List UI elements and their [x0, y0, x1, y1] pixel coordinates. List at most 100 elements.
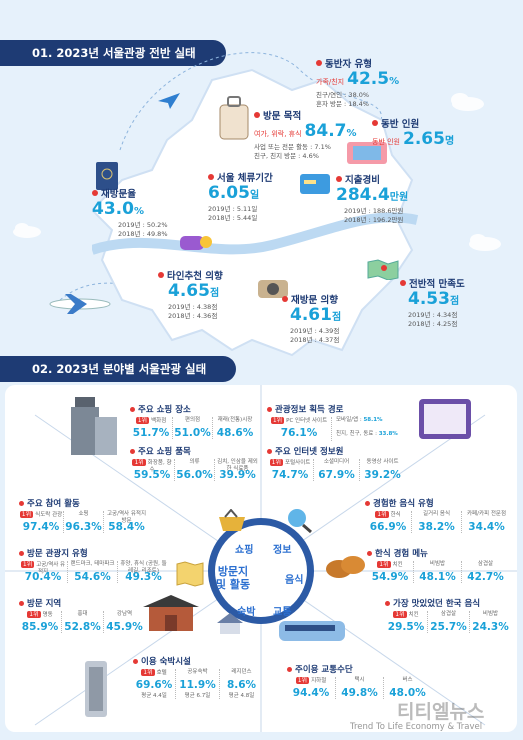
revisit-intent-label: 재방문 의향 [291, 295, 339, 306]
spending-line2: 2018년 : 196.2만원 [344, 216, 404, 224]
transport-item: 1위 지하철 94.4% [292, 677, 330, 699]
house-icon [217, 613, 243, 634]
section2-title: 02. 2023년 분야별 서울관광 실태 [0, 356, 237, 382]
revisit-intent-value: 4.61점 [290, 305, 342, 325]
korean-menu-group: 한식 경험 메뉴 1위 치킨 54.9% 비빔밥 48.1% 삼겹살 42.7% [367, 547, 511, 583]
satisfaction-label: 전반적 만족도 [409, 279, 465, 290]
info-source-item: 1위 PC 인터넷 사이트 76.1% [270, 417, 328, 439]
shop-items-item: 의류 56.0% [174, 459, 214, 481]
satisfaction-value: 4.53점 [408, 289, 460, 309]
food-type-group: 경험한 음식 유형 1위 한식 66.9% 길거리 음식 38.2% 카페/카피 전문… [365, 497, 513, 533]
department-store-icon [71, 397, 117, 455]
hub-shopping-label: 쇼핑 [235, 545, 254, 556]
palace-icon [143, 595, 199, 631]
best-food-item: 삼겹살 25.7% [427, 611, 469, 633]
visit-purpose-block: 방문 목적 여가, 위락, 휴식 84.7% 사업 또는 전문 활동 : 7.1… [254, 108, 357, 161]
seoul-map [92, 68, 419, 357]
revisit-intent-line1: 2019년 : 4.39점 [290, 327, 340, 335]
activities-label: 주요 참여 활동 [27, 499, 80, 509]
companions-label: 동반 인원 [381, 119, 420, 130]
map-icon [367, 259, 399, 280]
companion-type-value: 42.5% [347, 69, 400, 89]
areas-group: 방문 지역 1위 명동 85.9% 홍대 52.8% 강남역 45.9% [19, 597, 149, 633]
shop-items-item: 김치, 인삼을 제외한 식료품 39.9% [214, 459, 260, 481]
transport-label: 주이용 교통수단 [295, 665, 353, 675]
recommend-line2: 2018년 : 4.36점 [168, 312, 218, 320]
best-food-group: 가장 맛있었던 한국 음식 1위 치킨 29.5% 삼겹살 25.7% 비빔밥 24.3… [385, 597, 513, 633]
companion-type-highlight: 가족/친지 [316, 78, 345, 86]
paper-plane-icon [158, 93, 180, 109]
camera-icon [258, 280, 288, 298]
satisfaction-line1: 2019년 : 4.34점 [408, 311, 458, 319]
lodging-item: 레지던스 8.6% 평균 4.8일 [219, 669, 263, 699]
category-hub [208, 518, 314, 624]
info-source-item: 모바일/앱 : 58.1% 친지, 친구, 동료 : 33.8% [331, 417, 415, 441]
section1-title: 01. 2023년 서울관광 전반 실태 [0, 40, 226, 66]
site-type-item: 휴양, 휴식 (공원, 둘레길, 리조트) 49.3% [117, 561, 169, 583]
shop-place-group: 주요 쇼핑 장소 1위 백화점 51.7% 편의점 51.0% 재래(전통)시장 48.… [130, 403, 257, 439]
site-type-label: 방문 관광지 유형 [27, 549, 88, 559]
revisit-rate-line1: 2019년 : 50.2% [118, 221, 168, 229]
activities-group: 주요 참여 활동 1위 식도락 관광 97.4% 쇼핑 96.3% 고궁/역사 유적지… [19, 497, 149, 533]
cloud-icon [13, 93, 501, 251]
areas-item: 홍대 52.8% [61, 611, 103, 633]
shop-items-item: 1위 화장품, 향수 59.5% [132, 459, 172, 481]
food-type-label: 경험한 음식 유형 [373, 499, 434, 509]
best-food-item: 1위 치킨 29.5% [387, 611, 425, 633]
subway-train-icon [279, 621, 345, 641]
companion-type-line1: 친구/연인 : 38.0% [316, 91, 370, 99]
hub-lodging-label: 숙박 [237, 607, 256, 618]
shop-items-group: 주요 쇼핑 품목 1위 화장품, 향수 59.5% 의류 56.0% 김치, 인삼을 … [130, 445, 260, 481]
watermark-sub: Trend To Life Economy & Travel [350, 722, 483, 732]
ticket-icon [347, 142, 387, 164]
suitcase-icon [219, 96, 249, 140]
stay-line1: 2019년 : 5.11일 [208, 205, 258, 213]
site-type-item: 랜드마크, 테마파크 54.6% [67, 561, 117, 583]
revisit-rate-block: 재방문율 43.0% 2019년 : 50.2% 2018년 : 49.8% [92, 186, 168, 239]
lodging-item: 1위 호텔 69.6% 평균 4.4일 [135, 669, 173, 699]
hotel-tower-icon [85, 661, 107, 717]
companion-type-label: 동반자 유형 [325, 59, 373, 70]
revisit-rate-label: 재방문율 [101, 189, 136, 200]
info-source-group: 관광정보 획득 경로 1위 PC 인터넷 사이트 76.1% 모바일/앱 : 58.… [267, 403, 417, 441]
watermark-name: 티티엘뉴스 [397, 701, 485, 723]
recommend-value: 4.65점 [168, 281, 220, 301]
recommend-line1: 2019년 : 4.38점 [168, 303, 218, 311]
activities-item: 1위 식도락 관광 97.4% [19, 511, 63, 533]
best-food-label: 가장 맛있었던 한국 음식 [393, 599, 481, 609]
satisfaction-line2: 2018년 : 4.25점 [408, 320, 458, 328]
revisit-rate-line2: 2018년 : 49.8% [118, 230, 168, 238]
revisit-rate-value: 43.0% [92, 199, 144, 219]
transport-item: 택시 49.8% [335, 677, 383, 699]
revisit-intent-line2: 2018년 : 4.37점 [290, 336, 340, 344]
companions-value: 2.65명 [403, 129, 455, 149]
activities-item: 고궁/역사 유적지 방문 58.4% [103, 511, 149, 533]
recommend-block: 타인추천 의향 4.65점 2019년 : 4.38점 2018년 : 4.36… [158, 268, 223, 321]
companions-highlight: 동반 인원 [372, 138, 400, 146]
folded-map-icon [176, 561, 204, 587]
airplane-icon [49, 294, 111, 314]
lodging-label: 이용 숙박시설 [141, 657, 191, 667]
companion-type-line2: 혼자 방문 : 18.4% [316, 100, 369, 108]
stay-value: 6.05일 [208, 183, 260, 203]
passport-icon [96, 162, 118, 190]
lodging-group: 이용 숙박시설 1위 호텔 69.6% 평균 4.4일 공유숙박 11.9% 평균 6.7… [133, 655, 263, 699]
tablet-icon [419, 399, 471, 439]
spending-line1: 2019년 : 188.6만원 [344, 207, 404, 215]
recommend-label: 타인추천 의향 [167, 271, 223, 282]
visit-purpose-value: 84.7% [304, 121, 357, 141]
food-type-item: 카페/카피 전문점 34.4% [461, 511, 511, 533]
companion-type-block: 동반자 유형 가족/친지 42.5% 친구/연인 : 38.0% 혼자 방문 :… [316, 56, 399, 109]
info-source-label: 관광정보 획득 경로 [275, 405, 344, 415]
visit-purpose-line2: 친구, 친지 방문 : 4.6% [254, 152, 319, 160]
shopping-basket-icon [219, 509, 245, 531]
stay-block: 서울 체류기간 6.05일 2019년 : 5.11일 2018년 : 5.44… [208, 170, 273, 223]
websites-label: 주요 인터넷 정보원 [275, 447, 344, 457]
korean-menu-item: 삼겹살 42.7% [461, 561, 509, 583]
credit-card-icon [300, 174, 330, 194]
websites-item: 소셜미디어 67.9% [313, 459, 359, 481]
websites-group: 주요 인터넷 정보원 1위 포털사이트 74.7% 소셜미디어 67.9% 동영상 사… [267, 445, 407, 481]
section2-panel: 주요 쇼핑 장소 1위 백화점 51.7% 편의점 51.0% 재래(전통)시장 48.… [5, 385, 517, 732]
site-type-item: 1위 고궁/역사 유적지 70.4% [20, 561, 66, 583]
korean-menu-item: 1위 치킨 54.9% [371, 561, 409, 583]
